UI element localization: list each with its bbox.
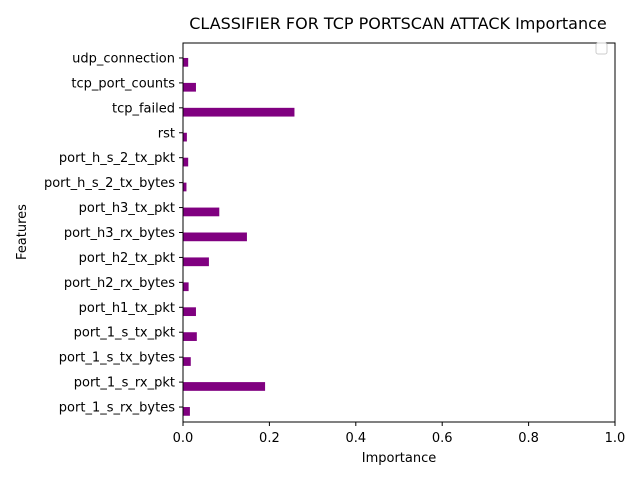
x-tick-label: 0.8 <box>518 431 539 446</box>
y-tick-label: tcp_port_counts <box>71 76 175 91</box>
chart-title: CLASSIFIER FOR TCP PORTSCAN ATTACK Impor… <box>189 14 607 33</box>
x-axis-label: Importance <box>362 451 437 466</box>
y-tick-label: udp_connection <box>72 51 175 66</box>
y-tick-label: port_h_s_2_tx_pkt <box>59 151 175 166</box>
bar-port_1_s_rx_pkt <box>183 382 266 391</box>
y-tick-label: port_h_s_2_tx_bytes <box>44 176 175 191</box>
bar-tcp_port_counts <box>183 82 196 92</box>
bar-port_h2_rx_bytes <box>183 282 189 292</box>
y-tick-label: port_1_s_rx_bytes <box>59 401 175 416</box>
bar-port_h3_rx_bytes <box>183 232 247 242</box>
x-tick-group: 0.0 0.2 0.4 0.6 0.8 1.0 <box>173 422 626 446</box>
y-tick-label: tcp_failed <box>112 101 175 116</box>
y-tick-label: port_h2_tx_pkt <box>79 251 175 266</box>
bar-port_h3_tx_pkt <box>183 207 220 217</box>
bar-tcp_failed <box>183 107 295 117</box>
bar-port_h_s_2_tx_pkt <box>183 157 189 167</box>
x-tick-label: 0.0 <box>173 431 194 446</box>
y-tick-label: port_1_s_rx_pkt <box>74 376 175 391</box>
bar-port_h1_tx_pkt <box>183 307 196 317</box>
x-tick-label: 1.0 <box>605 431 626 446</box>
plot-area-frame <box>182 42 616 423</box>
y-tick-label: port_1_s_tx_bytes <box>59 351 176 366</box>
y-tick-label: port_h3_tx_pkt <box>79 201 175 216</box>
y-tick-label: port_h3_rx_bytes <box>64 226 175 241</box>
y-axis-label: Features <box>15 204 30 260</box>
y-tick-label: port_h2_rx_bytes <box>64 276 175 291</box>
legend-box <box>595 42 608 55</box>
y-tick-label: port_1_s_tx_pkt <box>74 326 175 341</box>
x-tick-label: 0.2 <box>259 431 280 446</box>
bar-rst <box>183 132 187 142</box>
x-tick-label: 0.6 <box>432 431 453 446</box>
bar-udp_connection <box>183 57 189 67</box>
y-tick-group: port_1_s_rx_bytes port_1_s_rx_pkt port_1_s… <box>44 51 183 416</box>
bar-port_h_s_2_tx_bytes <box>183 182 187 192</box>
bar-port_1_s_rx_bytes <box>183 407 190 416</box>
x-tick-label: 0.4 <box>345 431 366 446</box>
bar-port_1_s_tx_bytes <box>183 357 191 366</box>
y-tick-label: rst <box>158 126 175 141</box>
bars-group <box>183 57 295 416</box>
bar-port_1_s_tx_pkt <box>183 332 197 341</box>
y-tick-label: port_h1_tx_pkt <box>79 301 175 316</box>
bar-port_h2_tx_pkt <box>183 257 209 267</box>
